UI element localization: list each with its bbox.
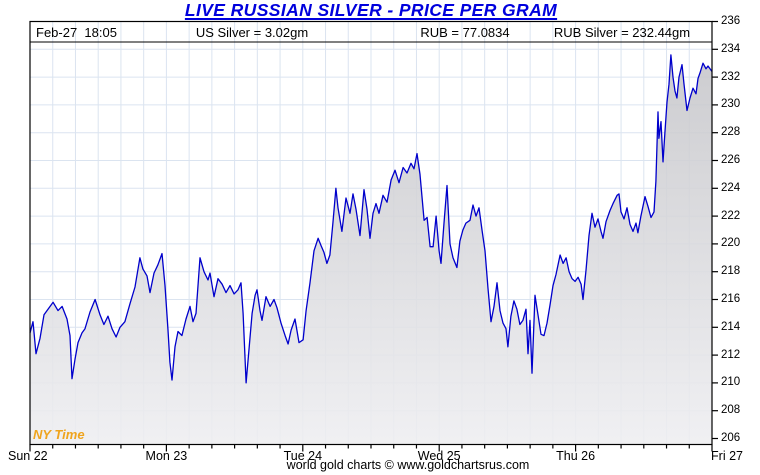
x-axis-tick-label: Sun 22 bbox=[8, 449, 48, 463]
x-axis-tick-label: Tue 24 bbox=[283, 449, 323, 463]
x-axis-tick-label: Mon 23 bbox=[145, 449, 188, 463]
rub-silver-quote: RUB Silver = 232.44gm bbox=[553, 25, 691, 40]
page-title: LIVE RUSSIAN SILVER - PRICE PER GRAM bbox=[184, 0, 558, 20]
y-axis-tick-label: 212 bbox=[721, 348, 741, 361]
y-axis-tick-label: 218 bbox=[721, 265, 741, 278]
y-axis-tick-label: 226 bbox=[721, 154, 741, 166]
y-axis-tick-label: 228 bbox=[721, 126, 741, 139]
source-caption: world gold charts © www.goldchartsrus.co… bbox=[286, 458, 530, 472]
y-axis-tick-label: 230 bbox=[721, 98, 741, 111]
y-axis-tick-label: 210 bbox=[721, 376, 741, 389]
y-axis-tick-label: 232 bbox=[721, 70, 741, 83]
y-axis-tick-label: 216 bbox=[721, 293, 741, 305]
y-axis-tick-label: 208 bbox=[721, 404, 741, 417]
x-axis-tick-label: Thu 26 bbox=[556, 449, 596, 463]
rub-rate-quote: RUB = 77.0834 bbox=[420, 25, 510, 40]
y-axis-tick-label: 206 bbox=[721, 432, 741, 444]
x-axis-tick-label: Fri 27 bbox=[711, 449, 743, 463]
y-axis-tick-label: 220 bbox=[721, 237, 741, 250]
timezone-label: NY Time bbox=[33, 427, 85, 442]
y-axis-tick-label: 236 bbox=[721, 15, 741, 27]
us-silver-quote: US Silver = 3.02gm bbox=[195, 25, 309, 40]
price-area-fill bbox=[30, 54, 712, 445]
price-line bbox=[29, 54, 713, 384]
y-axis-tick-label: 224 bbox=[721, 181, 741, 194]
quote-timestamp: Feb-27 18:05 bbox=[36, 25, 117, 40]
x-axis-tick-label: Wed 25 bbox=[417, 449, 461, 463]
y-axis-tick-label: 234 bbox=[721, 42, 741, 55]
y-axis-tick-label: 214 bbox=[721, 320, 741, 333]
y-axis-tick-label: 222 bbox=[721, 209, 741, 222]
